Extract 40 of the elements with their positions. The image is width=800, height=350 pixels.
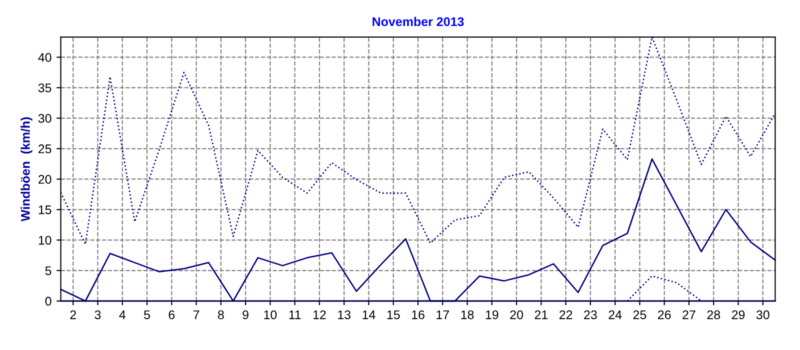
x-tick-label: 2 [70,310,76,320]
x-tick-label: 11 [289,310,301,320]
y-tick-label: 35 [38,83,52,92]
x-tick-label: 4 [119,310,126,320]
x-tick-label: 14 [362,310,376,320]
x-tick-label: 25 [633,310,646,320]
x-tick-label: 28 [707,310,720,320]
x-tick-label: 18 [461,310,474,320]
x-tick-label: 20 [510,310,523,320]
x-tick-label: 19 [486,310,498,320]
x-tick-label: 15 [387,310,400,320]
x-tick-label: 29 [732,310,745,320]
x-tick-label: 6 [168,310,175,320]
x-tick-label: 23 [584,310,597,320]
x-tick-label: 5 [144,310,150,320]
y-tick-label: 30 [38,114,52,123]
x-tick-label: 17 [436,310,449,320]
x-tick-label: 9 [242,310,248,320]
x-tick-label: 12 [313,310,326,320]
x-tick-label: 26 [658,310,671,320]
x-tick-label: 16 [412,310,424,320]
x-tick-label: 8 [218,310,224,320]
y-tick-label: 15 [38,206,52,214]
x-tick-label: 22 [559,310,572,320]
y-tick-label: 0 [45,296,52,306]
x-tick-label: 10 [264,310,277,320]
x-tick-label: 24 [608,310,622,320]
x-tick-label: 7 [193,310,200,320]
y-tick-label: 25 [38,144,52,154]
y-tick-label: 20 [38,174,52,184]
x-tick-label: 21 [534,310,548,320]
x-tick-label: 13 [338,310,350,320]
y-tick-label: 5 [45,266,52,276]
x-tick-label: 27 [682,310,696,320]
x-tick-label: 3 [94,310,101,320]
y-tick-label: 40 [38,53,52,62]
chart-title: November 2013 [372,16,464,26]
y-tick-label: 10 [38,236,52,245]
y-axis-title: Windböen (km/h) [20,117,32,222]
x-tick-label: 30 [756,310,770,320]
